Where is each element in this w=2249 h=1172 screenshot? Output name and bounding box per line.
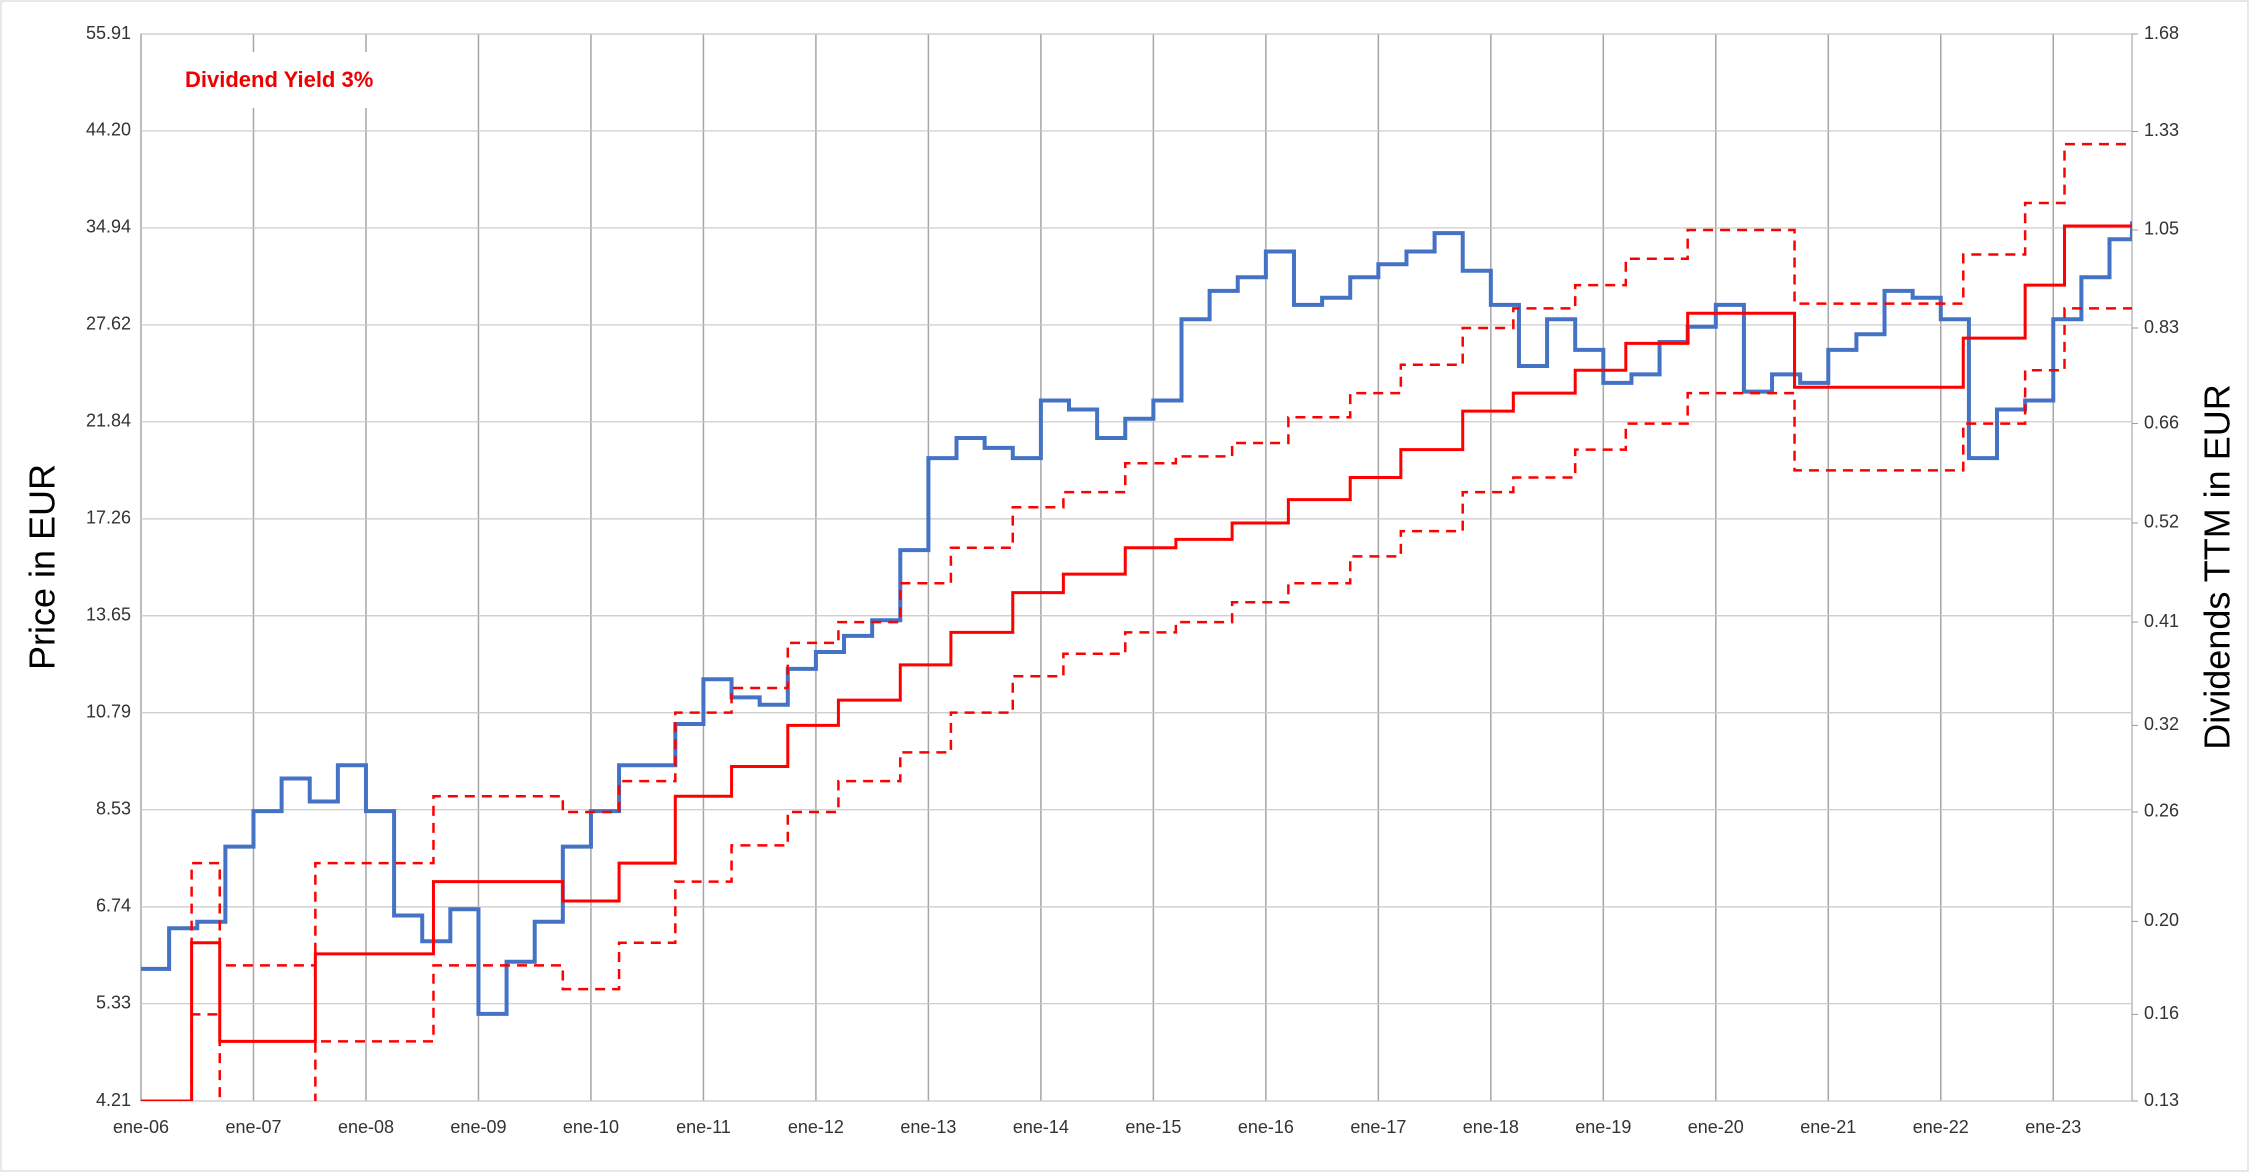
series-line xyxy=(141,221,2132,1016)
x-tick-label: ene-18 xyxy=(1463,1117,1519,1137)
x-tick-label: ene-20 xyxy=(1688,1117,1744,1137)
y-axis-title: Price in EUR xyxy=(22,464,63,670)
y-tick-label: 5.33 xyxy=(96,992,131,1012)
x-tick-label: ene-15 xyxy=(1125,1117,1181,1137)
y2-tick-label: 0.20 xyxy=(2144,910,2179,930)
x-tick-label: ene-13 xyxy=(900,1117,956,1137)
series-line xyxy=(141,224,2132,1101)
y2-tick-label: 0.13 xyxy=(2144,1090,2179,1110)
annotation-box xyxy=(160,52,460,108)
x-tick-label: ene-10 xyxy=(563,1117,619,1137)
y2-tick-label: 0.52 xyxy=(2144,512,2179,532)
annotation: Dividend Yield 3% xyxy=(185,67,373,92)
marks xyxy=(141,142,2132,1101)
y-tick-label: 8.53 xyxy=(96,798,131,818)
y2-tick-label: 0.16 xyxy=(2144,1003,2179,1023)
y2-tick-label: 0.32 xyxy=(2144,714,2179,734)
series-line xyxy=(141,307,2132,1101)
x-tick-label: ene-11 xyxy=(676,1117,731,1137)
y2-tick-label: 1.05 xyxy=(2144,219,2179,239)
x-tick-label: ene-08 xyxy=(338,1117,394,1137)
y2-tick-label: 1.68 xyxy=(2144,23,2179,43)
x-tick-label: ene-22 xyxy=(1913,1117,1969,1137)
y2-axis-title: Dividends TTM in EUR xyxy=(2197,384,2238,749)
x-tick-label: ene-07 xyxy=(225,1117,281,1137)
y-tick-label: 21.84 xyxy=(86,411,131,431)
y2-tick-label: 0.66 xyxy=(2144,412,2179,432)
x-tick-label: ene-23 xyxy=(2025,1117,2081,1137)
x-tick-label: ene-14 xyxy=(1013,1117,1069,1137)
y-tick-label: 44.20 xyxy=(86,120,131,140)
series-line xyxy=(141,142,2132,1101)
x-tick-label: ene-12 xyxy=(788,1117,844,1137)
y2-tick-label: 0.26 xyxy=(2144,801,2179,821)
y-tick-label: 34.94 xyxy=(86,217,131,237)
y2-tick-label: 1.33 xyxy=(2144,120,2179,140)
x-tick-label: ene-21 xyxy=(1800,1117,1856,1137)
x-tick-label: ene-17 xyxy=(1350,1117,1406,1137)
y-tick-label: 4.21 xyxy=(96,1090,131,1110)
y-tick-label: 13.65 xyxy=(86,604,131,624)
y2-tick-label: 0.41 xyxy=(2144,611,2179,631)
x-tick-label: ene-19 xyxy=(1575,1117,1631,1137)
y-tick-label: 27.62 xyxy=(86,314,131,334)
x-tick-label: ene-06 xyxy=(113,1117,169,1137)
y-tick-label: 10.79 xyxy=(86,701,131,721)
y-tick-label: 6.74 xyxy=(96,896,131,916)
y-tick-label: 17.26 xyxy=(86,508,131,528)
x-tick-label: ene-09 xyxy=(450,1117,506,1137)
y2-tick-label: 0.83 xyxy=(2144,317,2179,337)
x-tick-label: ene-16 xyxy=(1238,1117,1294,1137)
y-tick-label: 55.91 xyxy=(86,23,131,43)
